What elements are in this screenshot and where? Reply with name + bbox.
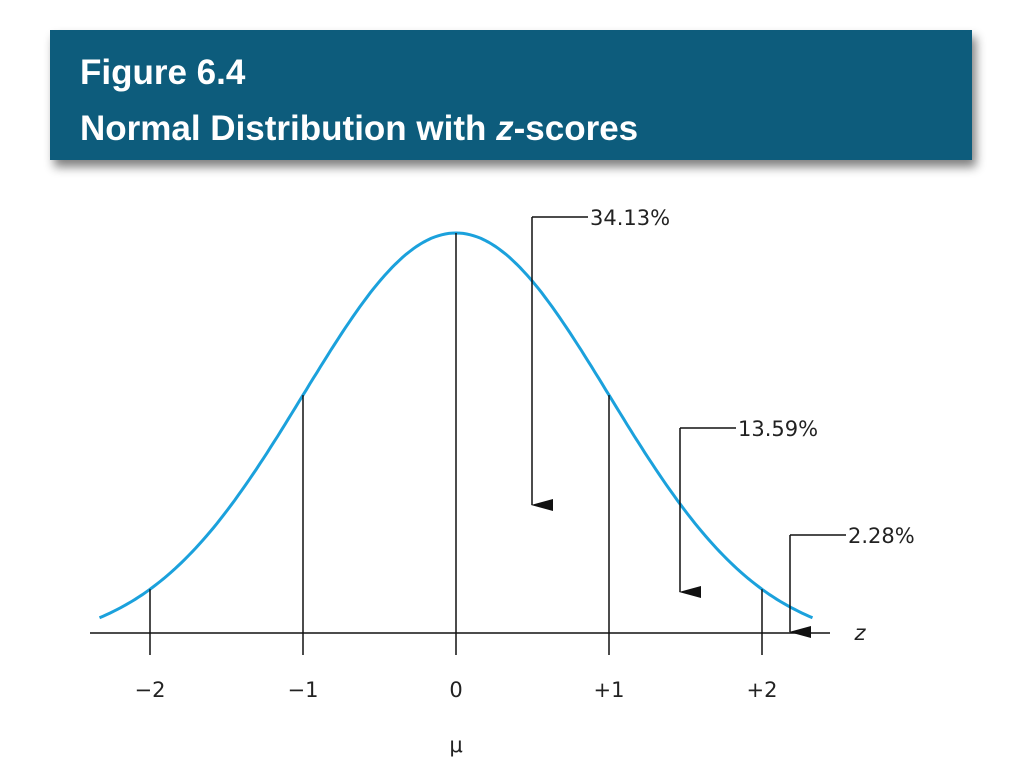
title-line-2: Normal Distribution with z-scores (80, 109, 638, 148)
area-label: 2.28% (848, 524, 915, 548)
title-line-1: Figure 6.4 (80, 53, 246, 92)
x-tick-label: +1 (594, 678, 625, 702)
x-tick-label: −1 (288, 678, 319, 702)
x-tick-label: 0 (449, 678, 462, 702)
x-tick-label: +2 (747, 678, 778, 702)
area-label: 34.13% (590, 206, 670, 230)
plot: z −2 −1 0 μ +1 +2 34.13% 13.59% 2.28% (90, 206, 915, 757)
area-label: 13.59% (738, 417, 818, 441)
axis-label: z (853, 621, 866, 645)
title-text: -scores (514, 109, 639, 148)
title-text: Normal Distribution with (80, 109, 496, 148)
x-tick-label: −2 (135, 678, 166, 702)
title-banner (50, 30, 972, 160)
title-text: z (495, 109, 514, 148)
mean-label: μ (449, 733, 462, 757)
